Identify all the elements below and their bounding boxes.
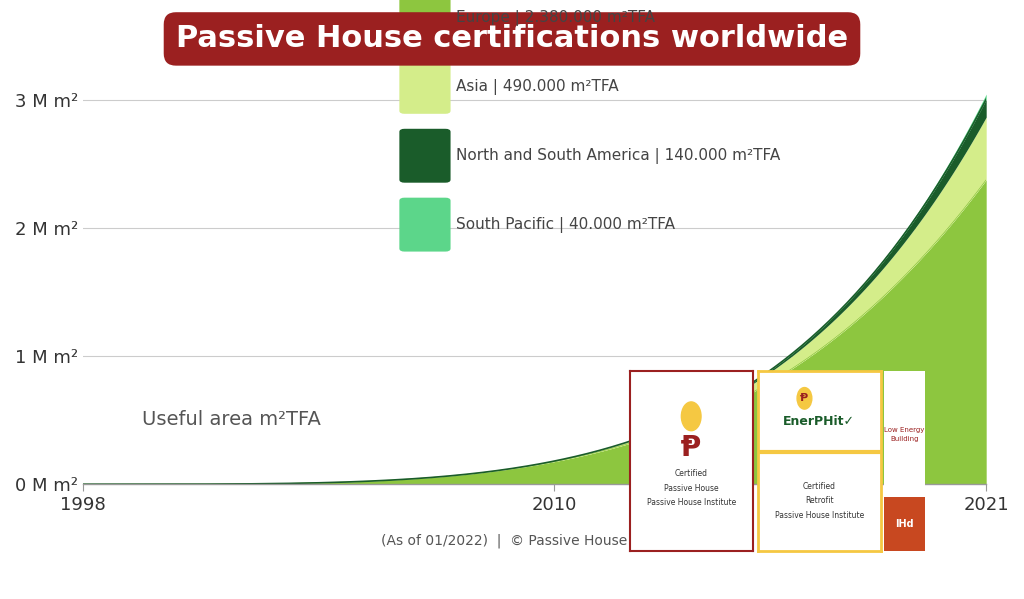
Text: Asia | 490.000 m²TFA: Asia | 490.000 m²TFA (456, 79, 618, 95)
Text: Certified
Retrofit
Passive House Institute: Certified Retrofit Passive House Institu… (774, 482, 864, 520)
Text: (As of 01/2022)  |  © Passive House Institute: (As of 01/2022) | © Passive House Instit… (381, 533, 689, 548)
Circle shape (797, 388, 812, 409)
Text: IHd: IHd (895, 519, 913, 529)
Text: Certified
Passive House
Passive House Institute: Certified Passive House Passive House In… (646, 469, 736, 507)
Text: North and South America | 140.000 m²TFA: North and South America | 140.000 m²TFA (456, 148, 780, 164)
Text: Useful area m²TFA: Useful area m²TFA (142, 410, 321, 429)
Text: Ᵽ: Ᵽ (801, 394, 809, 403)
Bar (884, 497, 925, 551)
Text: South Pacific | 40.000 m²TFA: South Pacific | 40.000 m²TFA (456, 217, 675, 232)
Text: EnerPHit✓: EnerPHit✓ (783, 415, 855, 428)
Text: Ᵽ: Ᵽ (681, 434, 701, 462)
Text: Low Energy
Building: Low Energy Building (884, 427, 925, 441)
Text: Passive House certifications worldwide: Passive House certifications worldwide (176, 25, 848, 53)
Circle shape (681, 402, 701, 431)
Text: Europe | 2.380.000 m²TFA: Europe | 2.380.000 m²TFA (456, 10, 654, 26)
